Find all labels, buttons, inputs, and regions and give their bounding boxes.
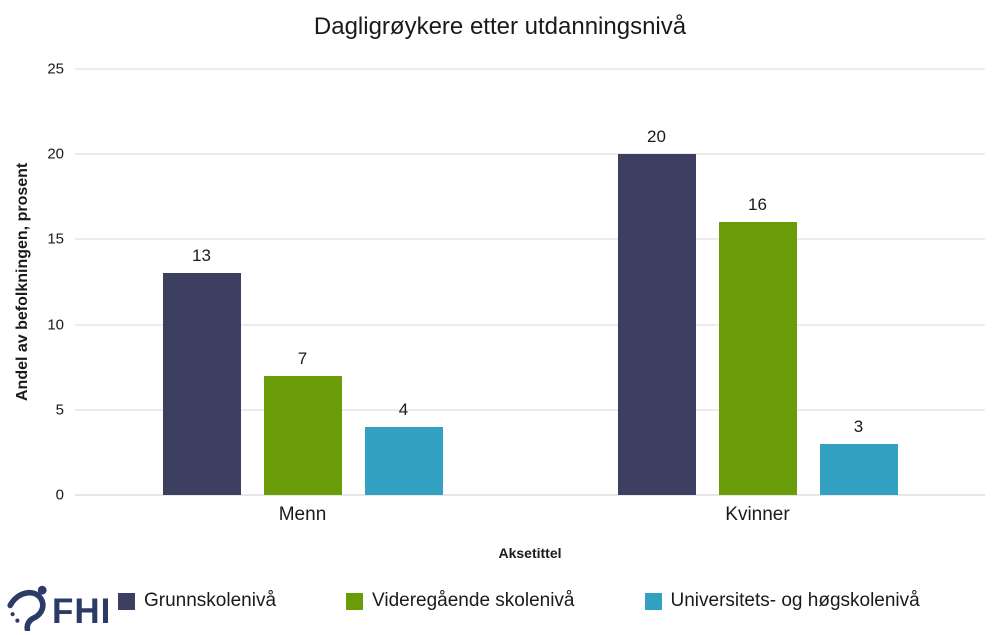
legend-label: Universitets- og høgskolenivå xyxy=(670,590,920,611)
plot-area: 0 5 10 15 20 25 13 7 4 20 16 3 xyxy=(47,61,985,504)
bar-value-label: 20 xyxy=(647,127,666,147)
bar-group-menn: 13 7 4 xyxy=(75,69,530,495)
fhi-logo-text: FHI xyxy=(52,591,112,631)
bar-menn-grunnskoleniv-: 13 xyxy=(162,246,241,495)
bar-menn-videreg-ende-skoleniv-: 7 xyxy=(263,349,342,495)
bar-group-kvinner: 20 16 3 xyxy=(530,69,985,495)
y-axis-title: Andel av befolkningen, prosent xyxy=(14,162,31,402)
bar-value-label: 13 xyxy=(192,246,211,266)
category-labels: Menn Kvinner xyxy=(75,504,985,526)
bar-kvinner-universitets-og-h-gskoleniv-: 3 xyxy=(819,417,898,495)
legend-item: Grunnskolenivå xyxy=(118,590,276,612)
bar-menn-universitets-og-h-gskoleniv-: 4 xyxy=(364,400,443,495)
y-tick-label-20: 20 xyxy=(47,145,64,163)
category-label-menn: Menn xyxy=(278,504,327,525)
y-tick-label-10: 10 xyxy=(47,316,64,334)
y-tick-label-5: 5 xyxy=(55,401,64,419)
gridline-10 xyxy=(75,324,985,326)
legend-label: Videregående skolenivå xyxy=(372,590,575,611)
legend: Grunnskolenivå Videregående skolenivå Univ… xyxy=(118,589,920,613)
legend-label: Grunnskolenivå xyxy=(144,590,277,611)
x-axis-title: Aksetittel xyxy=(498,545,562,561)
gridline-0 xyxy=(75,494,985,496)
y-tick-label-15: 15 xyxy=(47,230,64,248)
fhi-swirl-icon xyxy=(7,585,47,631)
bar-value-label: 16 xyxy=(748,195,767,215)
legend-item: Videregående skolenivå xyxy=(346,590,575,612)
chart-title: Dagligrøykere etter utdanningsnivå xyxy=(313,13,687,40)
bar-kvinner-videreg-ende-skoleniv-: 16 xyxy=(718,195,797,495)
gridline-20 xyxy=(75,153,985,155)
bars-row: 13 7 4 20 16 3 xyxy=(75,69,985,495)
gridline-25 xyxy=(75,68,985,70)
y-tick-label-0: 0 xyxy=(55,486,64,504)
gridline-5 xyxy=(75,409,985,411)
legend-item: Universitets- og høgskolenivå xyxy=(644,590,920,612)
bar-value-label: 4 xyxy=(398,399,409,419)
gridline-15 xyxy=(75,238,985,240)
legend-swatch xyxy=(346,592,364,610)
bar-value-label: 7 xyxy=(297,348,308,368)
bar-kvinner-grunnskoleniv-: 20 xyxy=(617,127,696,495)
category-label-kvinner: Kvinner xyxy=(725,504,790,525)
legend-swatch xyxy=(644,592,662,610)
bar-value-label: 3 xyxy=(853,416,864,436)
legend-swatch xyxy=(118,592,135,610)
fhi-logo: FHI xyxy=(5,582,111,632)
y-tick-label-25: 25 xyxy=(47,60,64,78)
